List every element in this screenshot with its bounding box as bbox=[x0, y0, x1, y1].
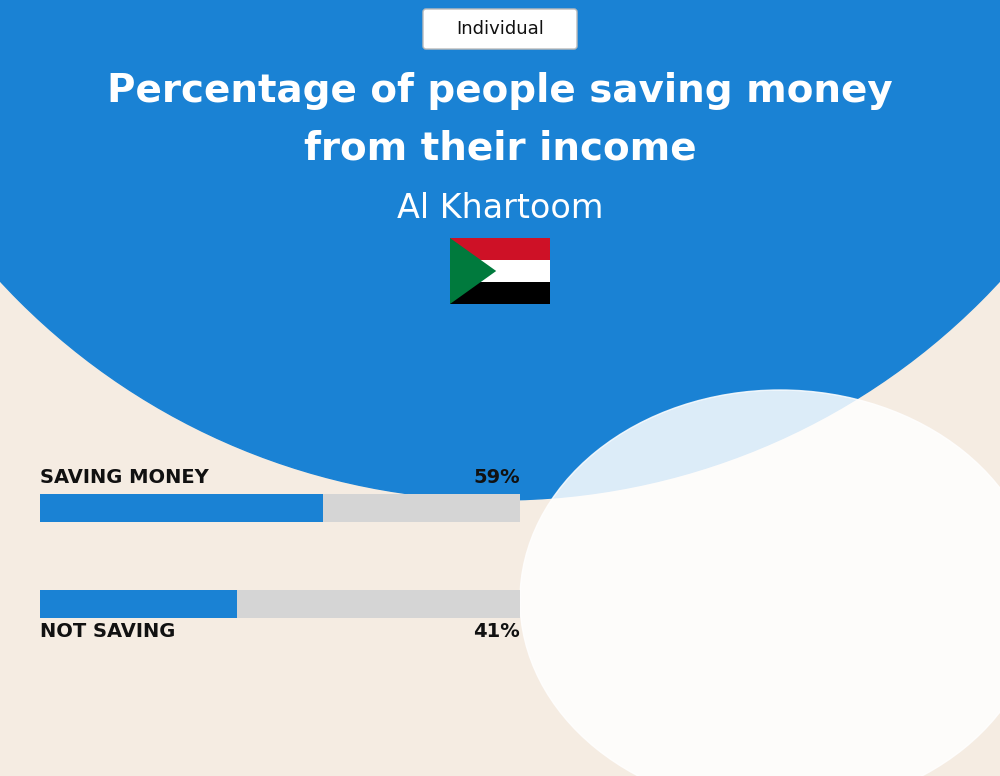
Bar bbox=[450, 260, 550, 282]
Bar bbox=[40, 590, 520, 618]
Ellipse shape bbox=[520, 390, 1000, 776]
Bar bbox=[40, 494, 323, 522]
Text: Individual: Individual bbox=[456, 20, 544, 38]
Text: 59%: 59% bbox=[473, 468, 520, 487]
Text: Al Khartoom: Al Khartoom bbox=[397, 192, 603, 225]
Text: from their income: from their income bbox=[304, 130, 696, 168]
Text: SAVING MONEY: SAVING MONEY bbox=[40, 468, 209, 487]
Bar bbox=[40, 494, 520, 522]
Polygon shape bbox=[450, 238, 496, 304]
Text: NOT SAVING: NOT SAVING bbox=[40, 622, 175, 641]
FancyBboxPatch shape bbox=[423, 9, 577, 49]
Bar bbox=[450, 282, 550, 304]
Bar bbox=[450, 238, 550, 260]
Text: Percentage of people saving money: Percentage of people saving money bbox=[107, 72, 893, 110]
Bar bbox=[40, 590, 237, 618]
Circle shape bbox=[0, 0, 1000, 500]
Text: 41%: 41% bbox=[473, 622, 520, 641]
